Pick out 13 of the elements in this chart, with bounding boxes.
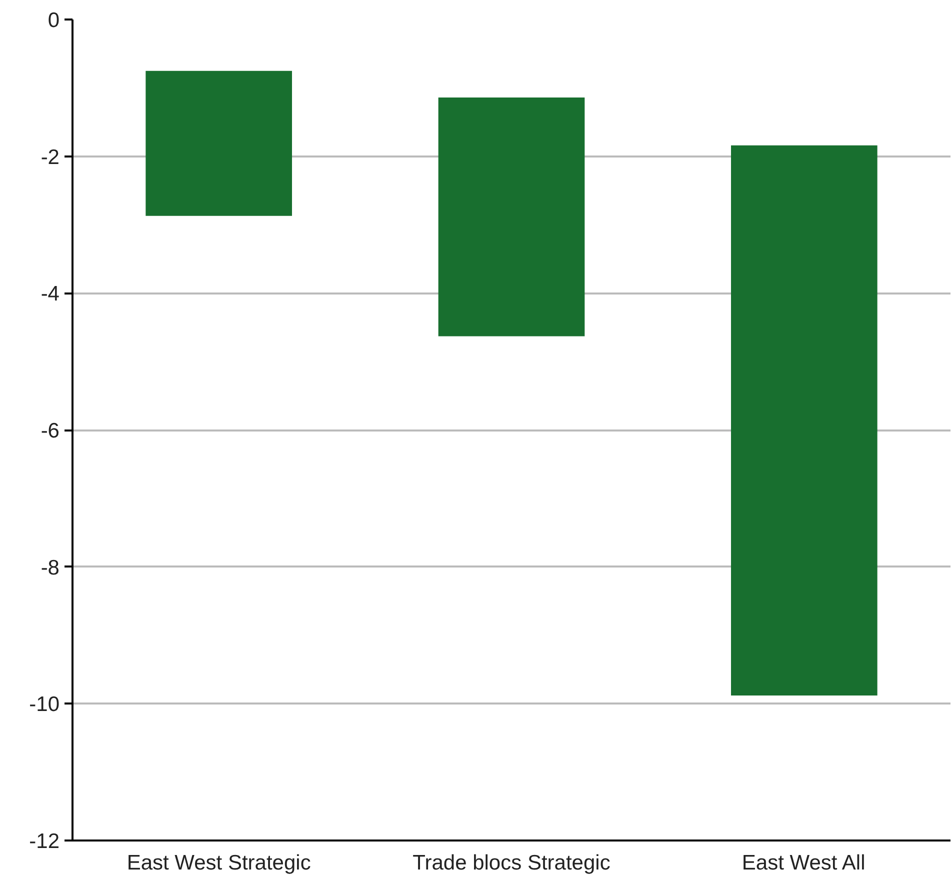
y-tick-label: -4 [40, 282, 60, 306]
bar [731, 145, 878, 696]
x-tick-label: East West All [742, 852, 866, 874]
bar [146, 70, 292, 216]
x-tick-label: Trade blocs Strategic [412, 852, 610, 874]
y-tick-label: 0 [48, 9, 60, 32]
y-tick-label: -8 [40, 556, 60, 580]
x-tick-label: East West Strategic [126, 852, 311, 874]
y-tick-label: -10 [29, 693, 60, 716]
y-tick-label: -12 [29, 830, 60, 853]
y-tick-label: -6 [40, 420, 60, 442]
bar [438, 97, 585, 336]
y-tick-label: -2 [40, 146, 60, 169]
